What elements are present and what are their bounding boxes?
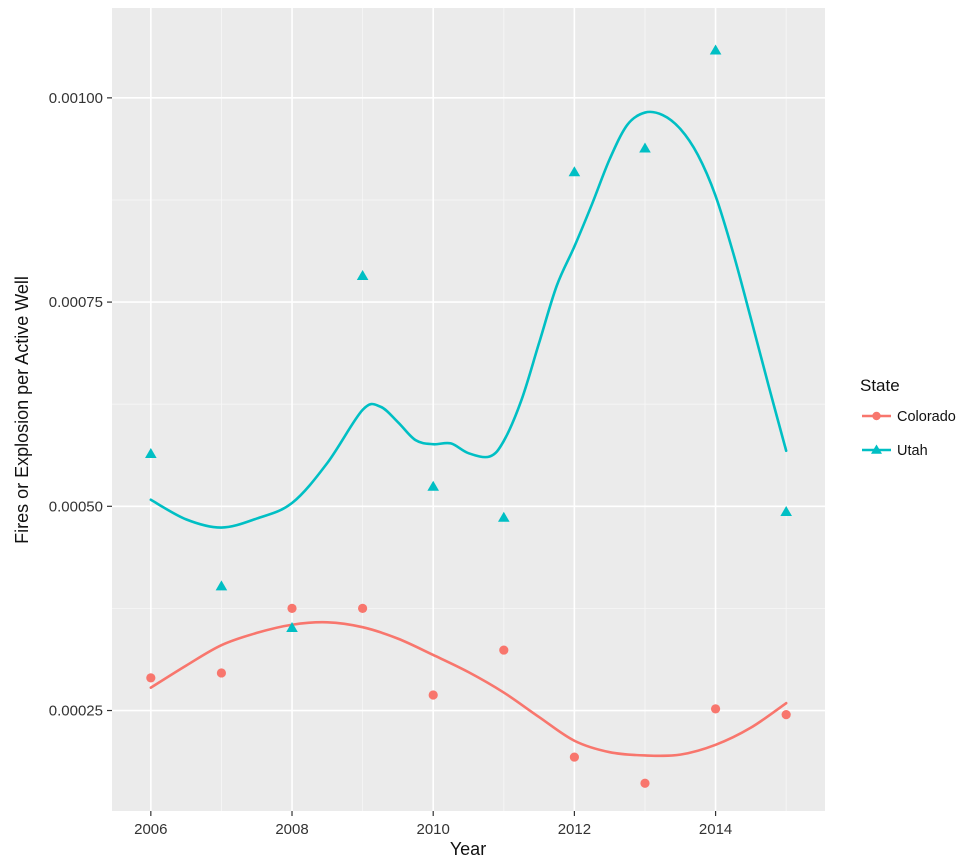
point-colorado [428,690,438,700]
legend: State Colorado Utah [860,376,956,459]
x-tick-labels: 2006 2008 2010 2012 2014 [134,821,732,838]
point-colorado [569,752,579,762]
legend-key-colorado-marker [872,411,881,421]
legend-label-utah: Utah [897,443,928,459]
y-tick-label: 0.00050 [49,498,103,515]
smooth-line-utah [149,110,788,529]
x-tick-label: 2008 [275,821,308,838]
data-points [145,44,792,788]
point-colorado [287,603,297,614]
axis-ticks [107,97,717,816]
point-utah [709,44,722,55]
grid-minor [112,8,825,811]
point-utah [497,511,510,522]
x-tick-label: 2010 [417,821,450,838]
legend-key-utah-marker [871,444,882,454]
y-tick-label: 0.00025 [49,703,103,720]
grid-major [112,8,825,811]
point-utah [356,269,369,280]
point-utah [215,580,228,591]
point-utah [780,506,792,517]
x-tick-label: 2014 [699,821,732,838]
x-tick-label: 2006 [134,821,167,838]
point-colorado [499,645,509,655]
y-axis-title: Fires or Explosion per Active Well [12,276,32,544]
point-utah [145,448,157,459]
point-colorado [710,704,721,714]
smooth-lines [149,110,788,758]
point-colorado [781,710,791,720]
x-axis-title: Year [450,839,486,859]
y-tick-labels: 0.00025 0.00050 0.00075 0.00100 [49,90,103,720]
y-tick-label: 0.00075 [49,294,103,311]
point-utah [639,142,651,153]
point-colorado [640,778,650,788]
point-utah [568,166,581,177]
point-colorado [216,668,227,678]
point-colorado [358,603,368,614]
point-utah [427,480,440,491]
smooth-line-colorado [149,620,788,758]
point-colorado [146,673,156,683]
plot-panel [112,8,825,811]
point-utah [286,622,298,633]
y-tick-label: 0.00100 [49,90,103,107]
legend-label-colorado: Colorado [897,409,956,425]
legend-title: State [860,376,900,395]
x-tick-label: 2012 [558,821,591,838]
